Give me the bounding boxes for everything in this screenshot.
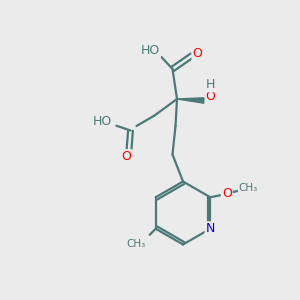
Text: O: O bbox=[222, 187, 232, 200]
Text: CH₃: CH₃ bbox=[127, 239, 146, 249]
Text: CH₃: CH₃ bbox=[239, 183, 258, 193]
Text: O: O bbox=[206, 90, 215, 104]
Text: O: O bbox=[122, 150, 131, 163]
Text: HO: HO bbox=[93, 115, 112, 128]
Text: H: H bbox=[206, 78, 215, 92]
Text: O: O bbox=[193, 46, 202, 60]
Text: N: N bbox=[206, 222, 215, 235]
Text: HO: HO bbox=[141, 44, 160, 57]
Polygon shape bbox=[177, 98, 204, 103]
